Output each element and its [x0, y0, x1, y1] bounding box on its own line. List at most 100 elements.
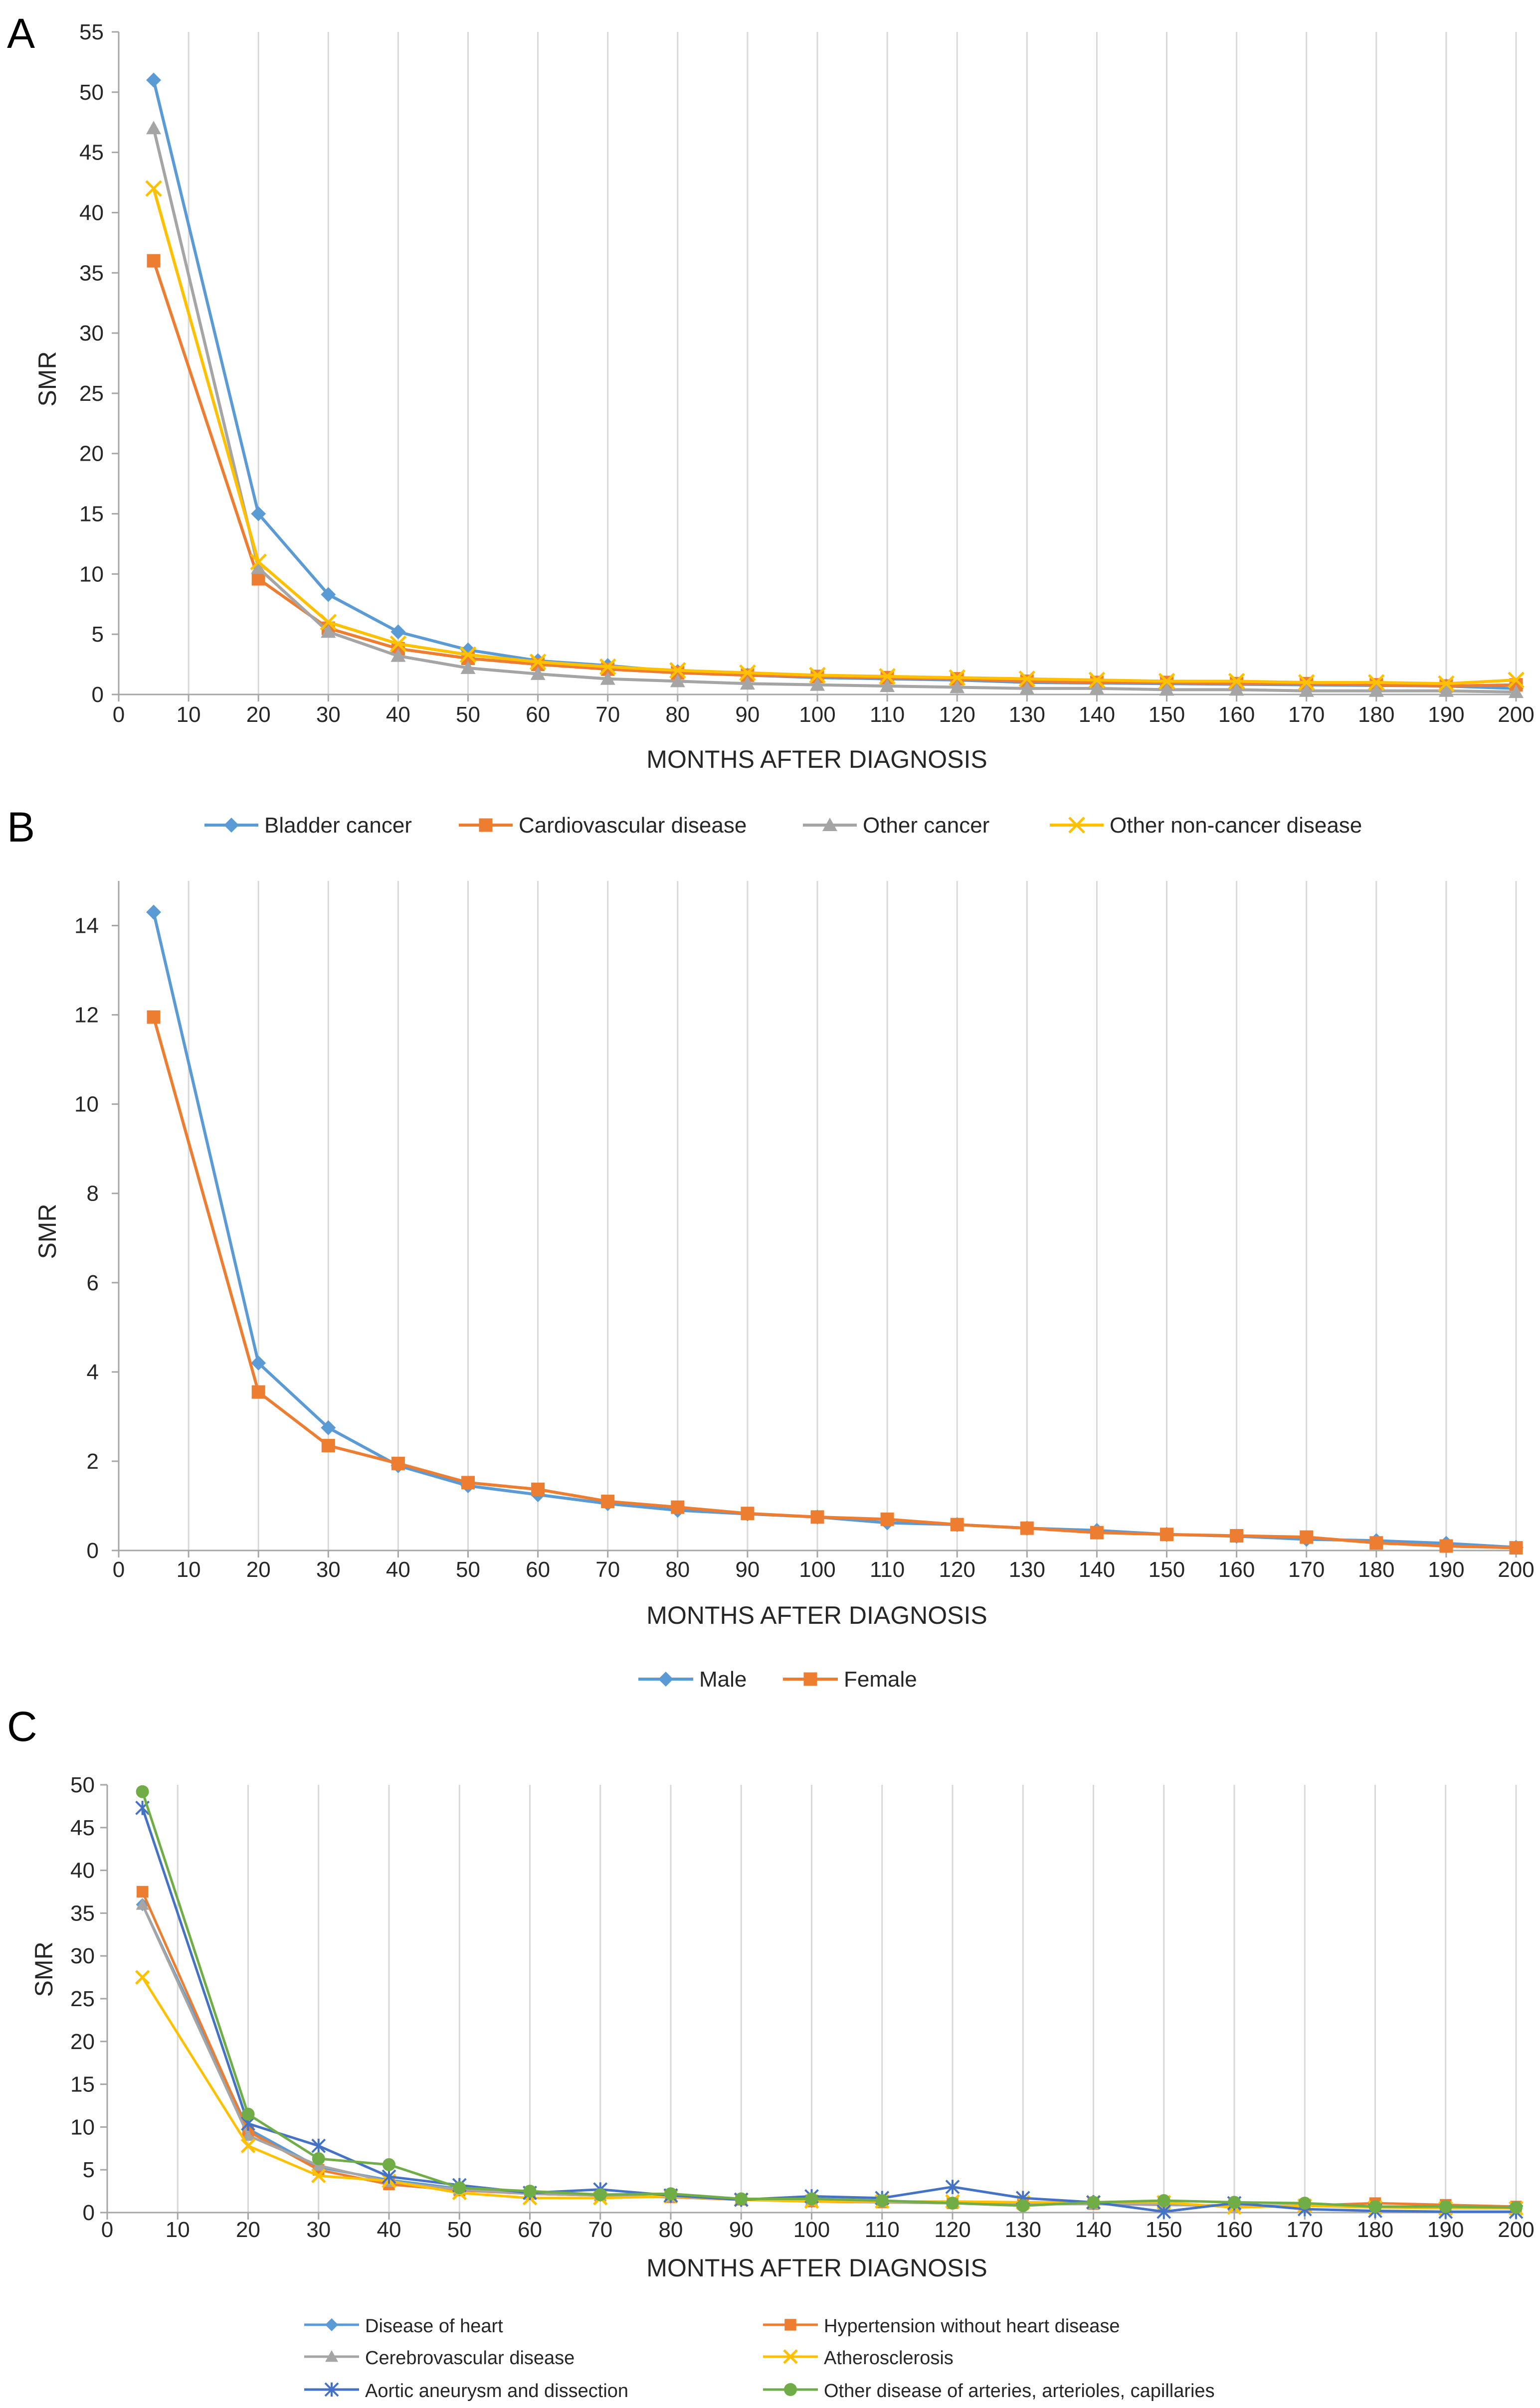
legend-label: Other cancer — [863, 813, 989, 838]
panel-a-chart: A MONTHS AFTER DIAGNOSIS SMR 0 5 10 15 20 25 3… — [7, 10, 1535, 838]
data-point — [1018, 670, 1036, 688]
legend-label: Female — [844, 1667, 917, 1692]
data-point — [945, 2180, 960, 2194]
y-tick-label: 20 — [70, 2030, 95, 2054]
data-point — [875, 2194, 889, 2207]
legend-marker — [658, 1672, 673, 1687]
y-tick-label: 40 — [79, 200, 104, 225]
data-point — [1088, 672, 1106, 688]
data-point — [1160, 1528, 1173, 1542]
x-tick-label: 130 — [1009, 1557, 1045, 1582]
x-tick-label: 190 — [1428, 702, 1464, 727]
legend-item: Female — [783, 1667, 917, 1692]
data-point — [1090, 1526, 1104, 1540]
data-point — [251, 572, 265, 586]
x-tick-label: 110 — [870, 1557, 905, 1582]
x-tick-label: 30 — [316, 1557, 341, 1582]
legend-label: Other non-cancer disease — [1110, 813, 1362, 838]
x-tick-label: 140 — [1079, 1557, 1115, 1582]
data-point — [1298, 674, 1315, 691]
data-point — [1089, 681, 1105, 694]
y-tick-label: 30 — [79, 321, 104, 345]
legend-marker — [324, 2382, 339, 2397]
data-point — [664, 2187, 677, 2201]
data-point — [593, 2188, 607, 2201]
legend-marker — [224, 818, 239, 833]
data-point — [251, 506, 266, 521]
data-point — [1369, 1536, 1383, 1550]
x-tick-label: 200 — [1498, 1557, 1534, 1582]
y-tick-label: 45 — [70, 1816, 95, 1840]
series-line — [141, 1807, 1516, 2213]
data-point — [321, 587, 336, 602]
x-tick-label: 200 — [1498, 2218, 1534, 2242]
x-tick-label: 150 — [1149, 702, 1185, 727]
series-line — [141, 1791, 1517, 2209]
x-tick-label: 50 — [456, 702, 480, 727]
legend-marker — [1068, 817, 1085, 834]
data-point — [1087, 2196, 1100, 2209]
y-tick-label: 10 — [70, 2115, 95, 2139]
x-tick-label: 130 — [1009, 702, 1045, 727]
x-tick-label: 190 — [1428, 1557, 1464, 1582]
x-tick-label: 30 — [316, 702, 341, 727]
x-tick-label: 80 — [665, 702, 690, 727]
series-cardiovascular-disease — [147, 254, 1523, 693]
series-line — [152, 188, 1517, 686]
x-tick-label: 10 — [166, 2218, 190, 2242]
y-tick-label: 20 — [79, 442, 104, 466]
data-point — [805, 2192, 818, 2206]
x-tick-label: 130 — [1005, 2218, 1041, 2242]
legend-label: Disease of heart — [365, 2316, 503, 2337]
data-point — [1228, 2196, 1241, 2209]
series-line — [141, 1976, 1516, 2210]
legend-marker — [803, 1672, 817, 1686]
legend-item: Bladder cancer — [204, 813, 412, 838]
legend-a: Bladder cancer Cardiovascular disease Othe… — [204, 813, 1362, 838]
data-point — [950, 680, 965, 693]
y-tick-label: 10 — [79, 562, 104, 586]
data-point — [460, 660, 476, 674]
x-tick-label: 170 — [1287, 2218, 1323, 2242]
y-tick-label: 25 — [79, 381, 104, 406]
x-tick-label: 60 — [526, 1557, 550, 1582]
x-tick-label: 100 — [799, 702, 835, 727]
y-tick-label: 45 — [79, 141, 104, 165]
data-point — [740, 676, 755, 690]
series-other-disease-of-arteries-arterioles-capillaries — [136, 1785, 1523, 2214]
data-point — [146, 121, 162, 135]
x-tick-label: 150 — [1149, 1557, 1185, 1582]
legend-label: Bladder cancer — [264, 813, 412, 838]
series-other-cancer — [146, 121, 1524, 698]
x-tick-label: 80 — [659, 2218, 683, 2242]
legend-label: Aortic aneurysm and dissection — [365, 2381, 628, 2402]
series-cerebrovascular-disease — [136, 1898, 1523, 2214]
data-point — [1159, 682, 1174, 696]
series-bladder-cancer — [146, 72, 1524, 696]
data-point — [810, 1510, 824, 1524]
data-point — [1157, 2194, 1170, 2207]
series-female — [147, 1010, 1523, 1555]
x-tick-label: 170 — [1288, 702, 1325, 727]
legend-b: Male Female — [638, 1667, 917, 1692]
legend-marker — [479, 818, 493, 832]
x-tick-label: 160 — [1218, 702, 1255, 727]
data-point — [600, 671, 615, 685]
panel-c-chart: C MONTHS AFTER DIAGNOSIS SMR 0 5 10 15 20 25 3… — [7, 1703, 1535, 2402]
x-tick-label: 10 — [177, 1557, 201, 1582]
x-tick-label: 10 — [177, 702, 201, 727]
legend-item: Hypertension without heart disease — [763, 2316, 1120, 2337]
data-point — [1368, 683, 1384, 697]
x-tick-label: 0 — [101, 2218, 113, 2242]
data-point — [1016, 2199, 1030, 2213]
data-point — [251, 560, 266, 574]
data-point — [601, 1495, 615, 1509]
data-point — [671, 1500, 685, 1514]
series-aortic-aneurysm-and-dissection — [135, 1800, 1524, 2219]
legend-c: Disease of heart Hypertension without hea… — [304, 2316, 1215, 2402]
x-tick-label: 0 — [113, 1557, 125, 1582]
data-point — [145, 180, 162, 197]
series-male — [146, 904, 1524, 1555]
series-other-non-cancer-disease — [145, 180, 1525, 692]
y-tick-label: 30 — [70, 1944, 95, 1968]
